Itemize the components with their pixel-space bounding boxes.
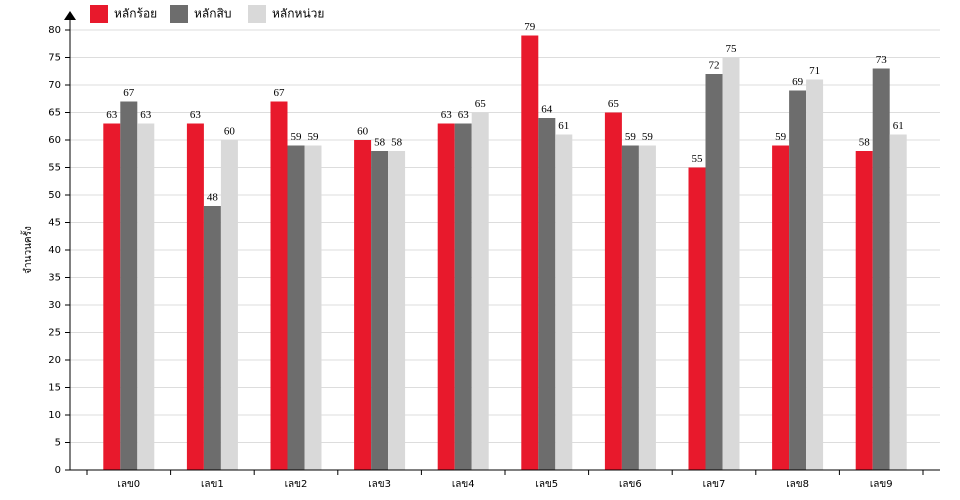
value-label: 59 bbox=[308, 131, 320, 143]
legend-label: หลักสิบ bbox=[194, 7, 231, 21]
value-label: 63 bbox=[106, 109, 118, 121]
value-label: 63 bbox=[441, 109, 453, 121]
legend-label: หลักหน่วย bbox=[272, 7, 324, 21]
legend-swatch bbox=[170, 5, 188, 23]
y-tick-label: 50 bbox=[48, 190, 61, 201]
bar bbox=[722, 57, 740, 470]
value-label: 61 bbox=[893, 120, 904, 132]
x-tick-label: เลข5 bbox=[535, 479, 558, 490]
value-label: 75 bbox=[726, 43, 738, 55]
y-tick-label: 10 bbox=[48, 410, 61, 421]
y-tick-label: 20 bbox=[48, 355, 61, 366]
value-label: 63 bbox=[140, 109, 152, 121]
y-tick-label: 15 bbox=[48, 383, 61, 394]
x-tick-label: เลข3 bbox=[368, 479, 391, 490]
bar bbox=[220, 140, 238, 470]
value-label: 71 bbox=[809, 65, 820, 77]
value-label: 67 bbox=[123, 87, 135, 99]
value-label: 58 bbox=[859, 137, 871, 149]
bar bbox=[621, 145, 639, 470]
value-label: 59 bbox=[642, 131, 654, 143]
value-label: 63 bbox=[190, 109, 202, 121]
y-tick-label: 25 bbox=[48, 328, 61, 339]
legend-swatch bbox=[90, 5, 108, 23]
bar bbox=[388, 151, 406, 470]
bar bbox=[688, 167, 706, 470]
x-tick-label: เลข6 bbox=[619, 479, 642, 490]
bar bbox=[855, 151, 873, 470]
value-label: 60 bbox=[224, 126, 236, 138]
value-label: 48 bbox=[207, 192, 219, 204]
bar bbox=[538, 118, 556, 470]
x-tick-label: เลข9 bbox=[870, 479, 893, 490]
bar bbox=[304, 145, 322, 470]
bar bbox=[186, 123, 204, 470]
bar bbox=[371, 151, 389, 470]
bar bbox=[772, 145, 790, 470]
value-label: 55 bbox=[692, 153, 704, 165]
bar bbox=[789, 90, 807, 470]
bar bbox=[471, 112, 489, 470]
value-label: 65 bbox=[475, 98, 487, 110]
y-tick-label: 0 bbox=[55, 465, 61, 476]
y-axis-label: จำนวนครั้ง bbox=[20, 226, 34, 274]
legend-swatch bbox=[248, 5, 266, 23]
bar bbox=[203, 206, 221, 470]
bar bbox=[270, 101, 288, 470]
value-label: 79 bbox=[524, 21, 536, 33]
value-label: 59 bbox=[625, 131, 637, 143]
bar bbox=[555, 134, 573, 470]
bar bbox=[137, 123, 155, 470]
bar bbox=[705, 74, 723, 470]
value-label: 60 bbox=[357, 126, 369, 138]
x-tick-label: เลข1 bbox=[201, 479, 224, 490]
value-label: 72 bbox=[709, 60, 720, 72]
value-label: 67 bbox=[274, 87, 286, 99]
value-label: 64 bbox=[541, 104, 553, 116]
value-label: 58 bbox=[374, 137, 386, 149]
x-tick-label: เลข8 bbox=[786, 479, 809, 490]
y-tick-label: 65 bbox=[48, 108, 61, 119]
bar bbox=[806, 79, 824, 470]
y-tick-label: 40 bbox=[48, 245, 61, 256]
y-tick-label: 80 bbox=[48, 25, 61, 36]
value-label: 59 bbox=[775, 131, 787, 143]
value-label: 59 bbox=[291, 131, 303, 143]
x-tick-label: เลข0 bbox=[117, 479, 140, 490]
y-tick-label: 75 bbox=[48, 53, 61, 64]
bar bbox=[120, 101, 138, 470]
x-tick-label: เลข2 bbox=[285, 479, 308, 490]
value-label: 73 bbox=[876, 54, 888, 66]
bar bbox=[889, 134, 907, 470]
value-label: 58 bbox=[391, 137, 403, 149]
value-label: 63 bbox=[458, 109, 470, 121]
bar bbox=[872, 68, 890, 470]
value-label: 65 bbox=[608, 98, 620, 110]
bar bbox=[437, 123, 455, 470]
y-tick-label: 70 bbox=[48, 80, 61, 91]
value-label: 69 bbox=[792, 76, 804, 88]
y-tick-label: 55 bbox=[48, 163, 61, 174]
y-tick-label: 45 bbox=[48, 218, 61, 229]
bar bbox=[287, 145, 305, 470]
y-tick-label: 5 bbox=[55, 438, 61, 449]
x-tick-label: เลข7 bbox=[703, 479, 726, 490]
y-tick-label: 35 bbox=[48, 273, 61, 284]
bar bbox=[354, 140, 372, 470]
bar bbox=[454, 123, 472, 470]
bar bbox=[103, 123, 121, 470]
bar bbox=[604, 112, 622, 470]
y-tick-label: 30 bbox=[48, 300, 61, 311]
y-tick-label: 60 bbox=[48, 135, 61, 146]
bar bbox=[521, 35, 539, 470]
bar bbox=[638, 145, 656, 470]
value-label: 61 bbox=[558, 120, 569, 132]
legend-label: หลักร้อย bbox=[114, 7, 157, 21]
x-tick-label: เลข4 bbox=[452, 479, 475, 490]
